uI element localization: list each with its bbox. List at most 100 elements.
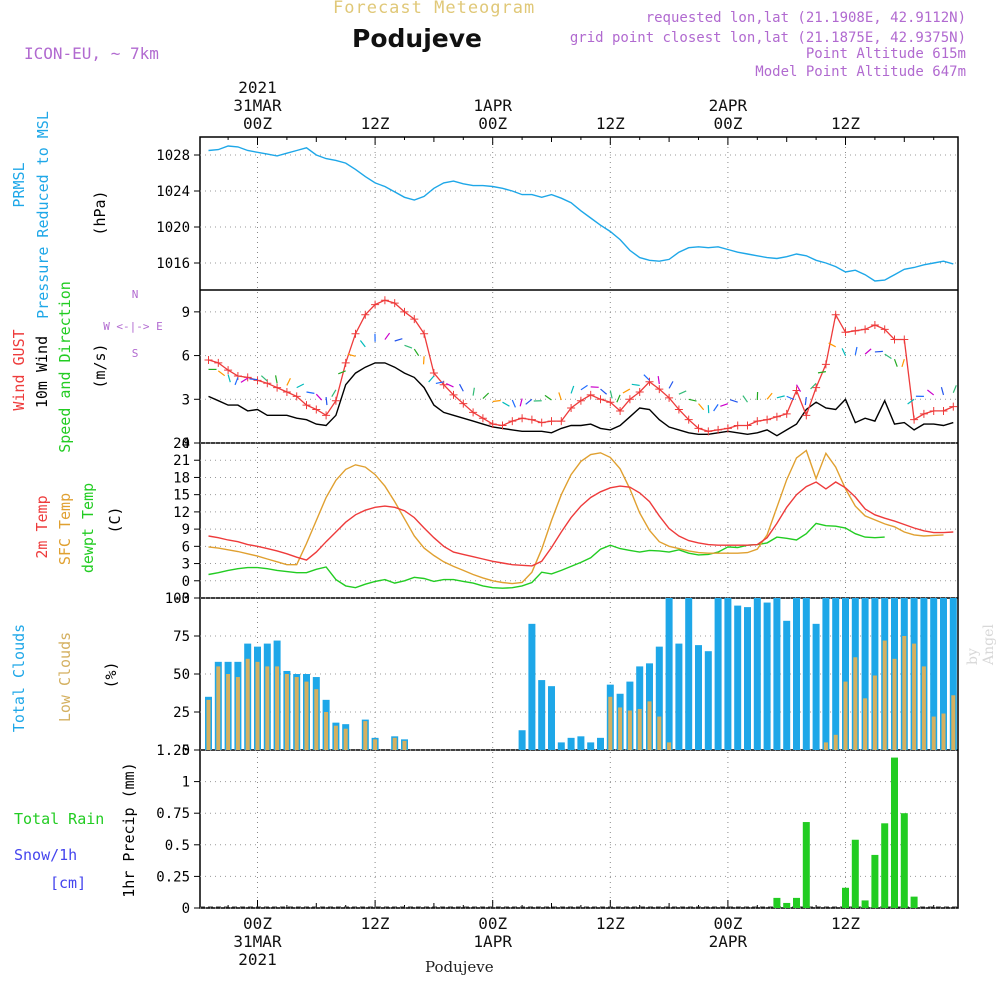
wind-direction-arrow: [854, 346, 858, 355]
wind-direction-arrow: [338, 370, 346, 375]
wind-direction-arrow: [828, 342, 836, 348]
gust-marker: [870, 320, 879, 329]
footer-station: Podujeve: [425, 958, 494, 976]
gust-label: Wind GUST: [10, 329, 28, 410]
gust-marker: [596, 395, 605, 404]
low-cloud-bar: [902, 636, 907, 750]
gust-marker: [665, 393, 674, 402]
bottom-time-label: 12Z: [596, 914, 625, 933]
low-cloud-bar: [931, 716, 936, 750]
total-cloud-bar: [557, 742, 565, 750]
rain-bar: [783, 902, 791, 908]
wind-direction-arrow: [631, 383, 640, 387]
wind-direction-arrow: [394, 338, 403, 342]
bottom-time-label: 2021: [238, 950, 277, 969]
gust-marker: [723, 424, 732, 433]
wind-direction-arrow: [884, 353, 892, 359]
wind-unit: (m/s): [91, 343, 109, 388]
y-tick-label: 0.25: [156, 869, 190, 885]
gust-marker: [851, 326, 860, 335]
wind-direction-arrow: [227, 374, 231, 383]
y-tick-label: 1016: [156, 256, 190, 272]
gust-marker: [537, 418, 546, 427]
y-tick-label: 15: [173, 488, 190, 504]
bottom-time-label: 00Z: [243, 914, 272, 933]
y-tick-label: 3: [182, 392, 190, 408]
gust-marker: [459, 399, 468, 408]
low-cloud-bar: [912, 643, 917, 750]
gust-marker: [753, 417, 762, 426]
wind-direction-arrow: [698, 403, 705, 411]
y-tick-label: 1020: [156, 220, 190, 236]
wind-direction-arrow: [306, 391, 315, 394]
total-cloud-bar: [636, 666, 644, 750]
low-cloud-bar: [265, 666, 270, 750]
y-tick-label: 6: [182, 539, 190, 555]
gust-marker: [841, 328, 850, 337]
total-cloud-bar: [577, 736, 585, 750]
wind-direction-arrow: [260, 375, 268, 382]
grid-point-location: grid point closest lon,lat (21.1875E, 42…: [569, 30, 966, 46]
total-cloud-bar: [704, 651, 712, 750]
total-cloud-bar: [518, 730, 526, 750]
top-time-label: 12Z: [596, 114, 625, 133]
top-time-label: 12Z: [361, 114, 390, 133]
gust-marker: [831, 310, 840, 319]
low-cloud-bar: [637, 708, 642, 750]
y-tick-label: 21: [173, 453, 190, 469]
wind-direction-arrow: [286, 377, 291, 386]
low-cloud-bar: [275, 666, 280, 750]
low-cloud-bar: [284, 674, 289, 750]
rain-bar: [793, 897, 800, 908]
wind-direction-arrow: [472, 387, 475, 396]
wind-direction-arrow: [217, 370, 226, 377]
bottom-time-label: 31MAR: [233, 932, 282, 951]
station-name: Podujeve: [352, 24, 482, 53]
low-cloud-bar: [872, 675, 877, 750]
y-tick-label: 1024: [156, 184, 190, 200]
snow-unit: [cm]: [50, 874, 86, 892]
gust-marker: [802, 411, 811, 420]
gust-marker: [518, 414, 527, 423]
low-cloud-bar: [324, 712, 329, 750]
gust-marker: [410, 315, 419, 324]
wind-label: 10m Wind: [33, 336, 51, 408]
low-cloud-bar: [833, 734, 838, 750]
precip-unit: 1hr Precip (mm): [120, 762, 138, 897]
wind-direction-arrow: [720, 403, 729, 407]
gust-marker: [557, 417, 566, 426]
wind-direction-arrow: [786, 395, 795, 401]
total-cloud-bar: [548, 686, 555, 750]
pressure-label: PRMSL: [10, 162, 28, 207]
gust-marker: [292, 392, 301, 401]
low-cloud-bar: [245, 658, 250, 750]
low-cloud-bar: [402, 740, 407, 750]
wind-direction-arrow: [657, 375, 660, 385]
wind-direction-arrow: [482, 392, 490, 399]
y-tick-label: 9: [182, 522, 190, 538]
rain-bar: [802, 822, 810, 908]
gust-marker: [253, 376, 262, 385]
model-label: ICON-EU, ~ 7km: [24, 44, 159, 63]
bottom-time-label: 2APR: [709, 932, 748, 951]
y-tick-label: 6: [182, 349, 190, 365]
low-cloud-bar: [863, 698, 868, 750]
temp-unit: (C): [106, 506, 124, 533]
wind-direction-arrow: [459, 383, 464, 392]
wind-direction-arrow: [893, 359, 898, 367]
gust-marker: [312, 405, 321, 414]
top-time-label: 00Z: [478, 114, 507, 133]
total-cloud-bar: [861, 598, 869, 750]
wind-direction-arrow: [668, 381, 674, 389]
gust-marker: [498, 421, 507, 430]
total-cloud-bar: [597, 737, 604, 750]
total-cloud-bar: [734, 605, 742, 750]
wind-direction-arrow: [525, 398, 533, 405]
rain-bar: [910, 896, 918, 908]
rain-bar: [773, 897, 781, 908]
gust-marker: [812, 383, 821, 392]
pressure-unit: (hPa): [91, 190, 109, 235]
wind-direction-arrow: [413, 348, 420, 357]
gust-marker: [714, 425, 723, 434]
